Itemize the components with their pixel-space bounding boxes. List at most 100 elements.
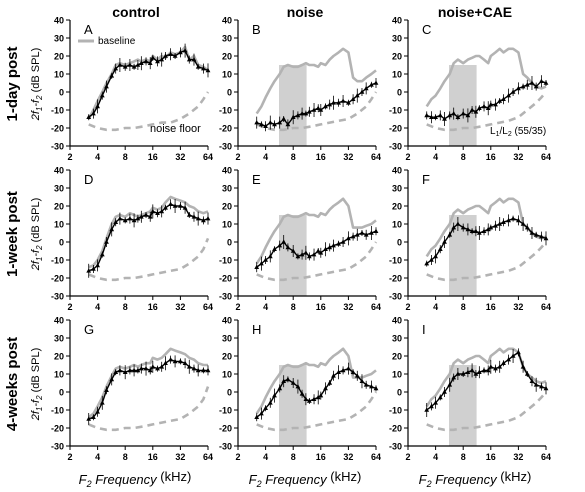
noise-band <box>278 365 307 446</box>
x-tick-label: 64 <box>541 452 551 462</box>
data-point-marker <box>147 214 153 219</box>
baseline-series-line <box>255 47 377 115</box>
x-tick-label: 32 <box>513 452 523 462</box>
data-point-marker <box>295 112 301 118</box>
y-tick-label: 20 <box>392 202 402 212</box>
y-tick-label: 0 <box>227 388 232 398</box>
y-tick-label: -10 <box>51 406 64 416</box>
y-tick-label: -20 <box>219 274 232 284</box>
y-tick-label: 0 <box>227 88 232 98</box>
data-point-marker <box>543 385 549 391</box>
data-point-marker <box>109 73 115 78</box>
y-tick-label: 40 <box>222 316 232 326</box>
data-point-marker <box>263 257 268 262</box>
data-point-marker <box>455 221 461 226</box>
x-tick-label: 32 <box>175 452 185 462</box>
data-point-marker <box>469 107 475 112</box>
y-tick-label: 10 <box>222 370 232 380</box>
data-point-marker <box>86 268 92 273</box>
y-tick-label: 40 <box>222 16 232 26</box>
y-tick-label: 20 <box>392 352 402 362</box>
data-point-marker <box>476 105 482 110</box>
data-point-marker <box>327 380 333 385</box>
data-point-marker <box>127 62 133 67</box>
data-point-marker <box>143 58 149 64</box>
y-tick-label: 0 <box>397 388 402 398</box>
y-tick-label: 0 <box>59 388 64 398</box>
y-tick-label: 0 <box>59 238 64 248</box>
y-tick-label: -20 <box>219 124 232 134</box>
x-tick-label: 2 <box>67 152 72 162</box>
data-point-marker <box>147 367 153 373</box>
x-tick-label: 2 <box>405 452 410 462</box>
y-tick-label: 40 <box>54 166 64 176</box>
baseline-series-line <box>425 347 547 408</box>
y-tick-label: 20 <box>392 52 402 62</box>
data-point-marker <box>354 373 360 378</box>
y-tick-label: -30 <box>219 142 232 152</box>
y-tick-label: 30 <box>392 184 402 194</box>
x-tick-label: 8 <box>291 302 296 312</box>
data-point-marker <box>506 357 511 362</box>
data-point-marker <box>259 121 264 127</box>
data-point-marker <box>465 112 471 118</box>
data-point-marker <box>135 62 141 67</box>
data-point-marker <box>295 384 301 389</box>
data-point-marker <box>104 84 109 89</box>
y-tick-label: 0 <box>397 238 402 248</box>
y-tick-label: 30 <box>222 34 232 44</box>
data-point-marker <box>533 84 539 89</box>
x-tick-label: 8 <box>123 302 128 312</box>
data-point-marker <box>460 225 466 230</box>
data-point-marker <box>295 253 301 259</box>
data-point-marker <box>285 244 291 250</box>
data-point-marker <box>155 58 160 64</box>
data-point-marker <box>299 252 305 257</box>
data-point-marker <box>433 253 438 259</box>
data-point-marker <box>529 230 535 235</box>
y-tick-label: 20 <box>222 52 232 62</box>
data-point-marker <box>451 375 457 380</box>
y-tick-label: 40 <box>392 16 402 26</box>
data-point-marker <box>318 393 324 398</box>
panel-letter: E <box>252 172 261 187</box>
x-tick-label: 64 <box>203 302 213 312</box>
x-tick-label: 64 <box>541 152 551 162</box>
data-point-marker <box>340 98 346 103</box>
data-point-marker <box>267 400 273 405</box>
data-point-marker <box>285 121 291 127</box>
y-tick-label: -30 <box>389 292 402 302</box>
x-tick-label: 8 <box>123 152 128 162</box>
data-point-marker <box>131 64 137 69</box>
data-point-marker <box>447 232 453 237</box>
data-point-marker <box>442 239 447 244</box>
baseline-series-line <box>87 45 209 120</box>
y-tick-label: -20 <box>51 274 64 284</box>
data-point-marker <box>331 100 336 105</box>
data-point-marker <box>117 216 123 221</box>
data-point-marker <box>306 109 312 114</box>
data-point-marker <box>327 244 333 250</box>
data-point-marker <box>205 367 211 373</box>
y-tick-label: -10 <box>219 406 232 416</box>
data-point-marker <box>178 49 183 55</box>
y-tick-label: -10 <box>389 406 402 416</box>
noise-floor-series-line <box>88 91 210 132</box>
y-tick-label: -30 <box>219 292 232 302</box>
data-point-marker <box>195 216 201 221</box>
column-title: control <box>112 4 159 20</box>
data-point-marker <box>460 371 466 376</box>
data-point-marker <box>359 89 365 94</box>
panel-letter: A <box>84 22 93 37</box>
baseline-series-line <box>88 195 209 269</box>
y-tick-label: -30 <box>51 142 64 152</box>
y-tick-label: 10 <box>54 370 64 380</box>
y-tick-label: -30 <box>219 442 232 452</box>
noise-floor-series-line <box>256 241 378 282</box>
data-point-marker <box>99 400 105 405</box>
y-axis-label: 2f1-f2 (dB SPL) <box>30 48 44 122</box>
x-tick-label: 8 <box>461 452 466 462</box>
data-point-marker <box>254 414 260 419</box>
data-point-marker <box>95 262 100 268</box>
